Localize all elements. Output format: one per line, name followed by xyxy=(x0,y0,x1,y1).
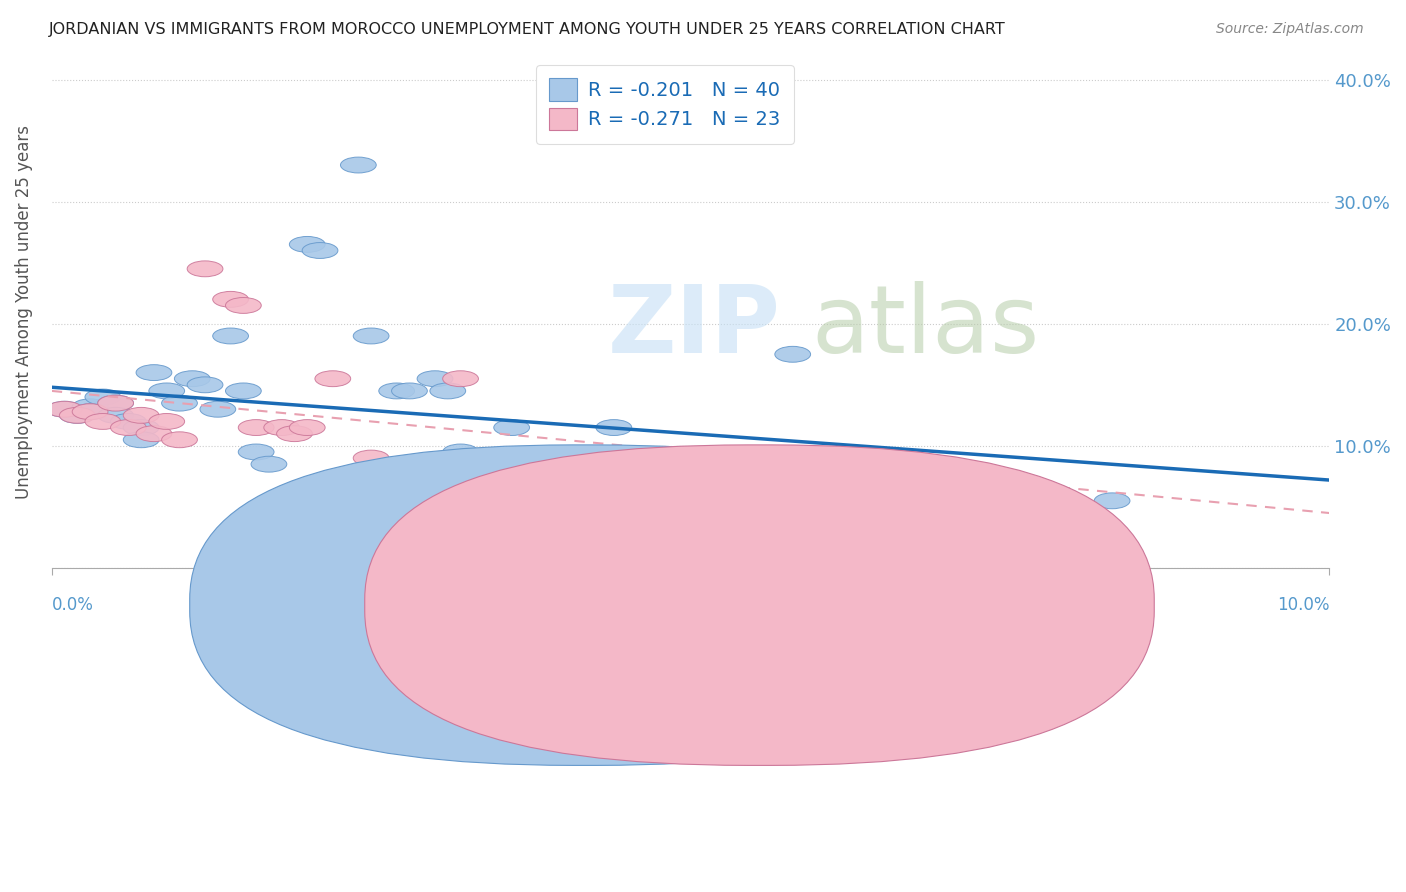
Ellipse shape xyxy=(1094,493,1130,508)
Ellipse shape xyxy=(277,425,312,442)
Ellipse shape xyxy=(621,535,657,551)
Ellipse shape xyxy=(162,432,197,448)
Ellipse shape xyxy=(225,383,262,399)
Ellipse shape xyxy=(46,401,83,417)
Ellipse shape xyxy=(46,401,83,417)
Ellipse shape xyxy=(111,414,146,429)
Ellipse shape xyxy=(187,260,224,277)
Ellipse shape xyxy=(238,419,274,435)
Ellipse shape xyxy=(98,395,134,411)
Ellipse shape xyxy=(685,450,721,466)
Ellipse shape xyxy=(72,404,108,419)
Ellipse shape xyxy=(443,444,478,460)
Ellipse shape xyxy=(162,395,197,411)
Text: JORDANIAN VS IMMIGRANTS FROM MOROCCO UNEMPLOYMENT AMONG YOUTH UNDER 25 YEARS COR: JORDANIAN VS IMMIGRANTS FROM MOROCCO UNE… xyxy=(49,22,1005,37)
FancyBboxPatch shape xyxy=(364,445,1154,765)
Text: Immigrants from Morocco: Immigrants from Morocco xyxy=(779,596,993,614)
Ellipse shape xyxy=(418,371,453,386)
Ellipse shape xyxy=(252,456,287,472)
Ellipse shape xyxy=(391,383,427,399)
Ellipse shape xyxy=(200,401,236,417)
Ellipse shape xyxy=(59,408,96,424)
Ellipse shape xyxy=(98,408,134,424)
Ellipse shape xyxy=(596,419,631,435)
Ellipse shape xyxy=(903,524,938,540)
Ellipse shape xyxy=(264,419,299,435)
Ellipse shape xyxy=(124,408,159,424)
Text: 10.0%: 10.0% xyxy=(1277,596,1329,615)
Text: Source: ZipAtlas.com: Source: ZipAtlas.com xyxy=(1216,22,1364,37)
Ellipse shape xyxy=(187,377,224,392)
FancyBboxPatch shape xyxy=(190,445,979,765)
Ellipse shape xyxy=(124,432,159,448)
Ellipse shape xyxy=(149,383,184,399)
Ellipse shape xyxy=(136,425,172,442)
Ellipse shape xyxy=(72,399,108,415)
Ellipse shape xyxy=(212,328,249,344)
Ellipse shape xyxy=(111,419,146,435)
Ellipse shape xyxy=(238,444,274,460)
Ellipse shape xyxy=(378,383,415,399)
Ellipse shape xyxy=(519,487,555,503)
Ellipse shape xyxy=(571,511,606,527)
Ellipse shape xyxy=(443,371,478,386)
Ellipse shape xyxy=(468,487,503,503)
Y-axis label: Unemployment Among Youth under 25 years: Unemployment Among Youth under 25 years xyxy=(15,125,32,499)
Ellipse shape xyxy=(418,456,453,472)
Ellipse shape xyxy=(647,524,683,540)
Ellipse shape xyxy=(290,236,325,252)
Ellipse shape xyxy=(290,419,325,435)
Text: 0.0%: 0.0% xyxy=(52,596,94,615)
Ellipse shape xyxy=(98,395,134,411)
Ellipse shape xyxy=(353,328,389,344)
Ellipse shape xyxy=(59,408,96,424)
Ellipse shape xyxy=(84,414,121,429)
Ellipse shape xyxy=(494,419,530,435)
Text: atlas: atlas xyxy=(811,281,1040,373)
Ellipse shape xyxy=(430,383,465,399)
Ellipse shape xyxy=(124,419,159,435)
Legend: R = -0.201   N = 40, R = -0.271   N = 23: R = -0.201 N = 40, R = -0.271 N = 23 xyxy=(536,65,794,144)
Ellipse shape xyxy=(149,414,184,429)
Text: ZIP: ZIP xyxy=(607,281,780,373)
Ellipse shape xyxy=(775,346,811,362)
Text: Jordanians: Jordanians xyxy=(603,596,690,614)
Ellipse shape xyxy=(174,371,209,386)
Ellipse shape xyxy=(340,157,377,173)
Ellipse shape xyxy=(212,292,249,307)
Ellipse shape xyxy=(84,389,121,405)
Ellipse shape xyxy=(315,371,350,386)
Ellipse shape xyxy=(225,298,262,313)
Ellipse shape xyxy=(519,450,555,466)
Ellipse shape xyxy=(302,243,337,259)
Ellipse shape xyxy=(72,404,108,419)
Ellipse shape xyxy=(353,450,389,466)
Ellipse shape xyxy=(546,481,581,497)
Ellipse shape xyxy=(136,365,172,381)
